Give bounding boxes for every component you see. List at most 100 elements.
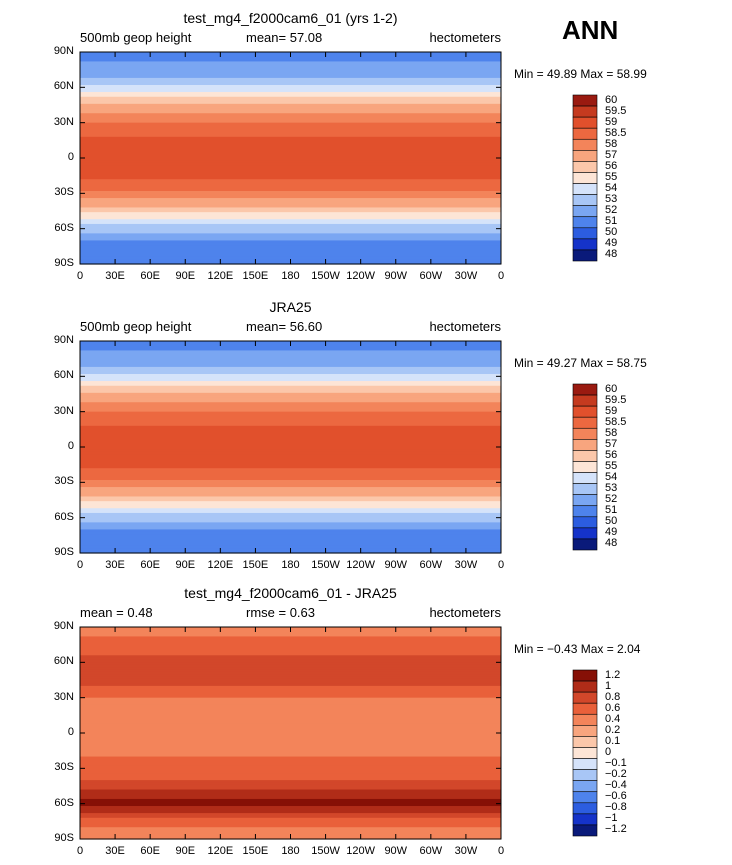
lat-band [80,631,501,635]
colorbar-label: 51 [605,504,618,517]
left-label: mean = 0.48 [80,605,153,620]
lat-band [80,209,501,213]
lat-band [80,718,501,722]
colorbar-label: −0.6 [605,790,627,803]
lat-band [80,256,501,260]
panel-title: test_mg4_f2000cam6_01 (yrs 1-2) [183,10,398,26]
colorbar-label: 50 [605,515,618,528]
lat-band [80,655,501,659]
lat-band [80,534,501,538]
map-field [79,340,502,554]
lat-band [80,794,501,798]
lat-band [80,134,501,138]
lat-band [80,829,501,833]
lat-band [80,221,501,225]
x-tick-label: 30W [454,559,478,571]
lat-band [80,99,501,103]
lat-band [80,496,501,500]
y-tick-label: 90S [54,832,74,844]
lat-band [80,505,501,509]
x-tick-label: 0 [76,559,84,571]
lat-band [80,484,501,488]
y-tick-label: 0 [67,440,74,452]
x-tick-label: 0 [76,270,84,282]
lat-band [80,437,501,441]
x-tick-label: 60E [140,270,160,282]
lat-band [80,392,501,396]
colorbar-swatch [572,450,598,462]
lat-band [80,106,501,110]
colorbar-swatch [572,161,598,173]
colorbar-label: 48 [605,248,618,261]
colorbar-swatch [572,758,598,770]
lat-band [80,362,501,366]
lat-band [80,806,501,809]
colorbar-swatch [572,127,598,140]
lat-band [80,789,501,793]
lat-band [80,768,501,772]
lat-band [80,167,501,171]
x-tick-label: 150W [311,845,340,857]
lat-band [80,688,501,692]
y-tick-label: 30N [53,690,74,703]
lat-band [80,414,501,417]
lat-band [80,491,501,495]
lat-band [80,122,501,126]
lat-band [80,127,501,131]
lat-band [80,245,501,249]
lat-band [80,503,501,507]
lat-band [80,235,501,239]
mid-label: mean= 57.08 [246,30,323,45]
x-tick-label: 30E [105,845,125,857]
colorbar-swatch [572,439,598,451]
lat-band [80,524,501,528]
lat-band [80,711,501,715]
colorbar-swatch [572,472,598,484]
colorbar-swatch [572,669,598,682]
lat-band [80,369,501,373]
lat-band [80,404,501,408]
y-tick-label: 60N [53,655,74,668]
colorbar-swatch [572,802,598,815]
lat-band [80,132,501,136]
lat-band [80,728,501,732]
colorbar-swatch [572,538,598,551]
lat-band [80,378,501,382]
colorbar-label: 0 [605,746,612,758]
lat-band [80,223,501,227]
lat-band [80,487,501,490]
x-tick-label: 120W [346,845,376,857]
lat-band [80,439,501,443]
lat-band [80,775,501,779]
colorbar-label: −0.2 [605,768,627,781]
lat-band [80,435,501,439]
lat-band [80,716,501,720]
x-tick-label: 120E [207,559,234,571]
lat-band [80,685,501,689]
lat-band [80,697,501,701]
lat-band [80,77,501,81]
lat-band [80,249,501,253]
lat-band [80,725,501,729]
lat-band [80,214,501,218]
x-tick-label: 30E [105,559,125,571]
lat-band [80,418,501,422]
lat-band [80,508,501,512]
lat-band [80,395,501,399]
lat-band [80,730,501,734]
lat-band [80,139,501,143]
lat-band [80,744,501,748]
lat-band [80,383,501,387]
lat-band [80,770,501,774]
lat-band [80,366,501,370]
colorbar-swatch [572,416,598,429]
y-tick-label: 30S [54,761,74,774]
lat-band [80,428,501,432]
lat-band [80,742,501,746]
lat-band [80,103,501,107]
lat-band [80,674,501,678]
x-tick-label: 120E [207,270,234,282]
colorbar-label: 1 [605,679,612,692]
lat-band [80,463,501,467]
y-tick-label: 60N [53,369,74,382]
